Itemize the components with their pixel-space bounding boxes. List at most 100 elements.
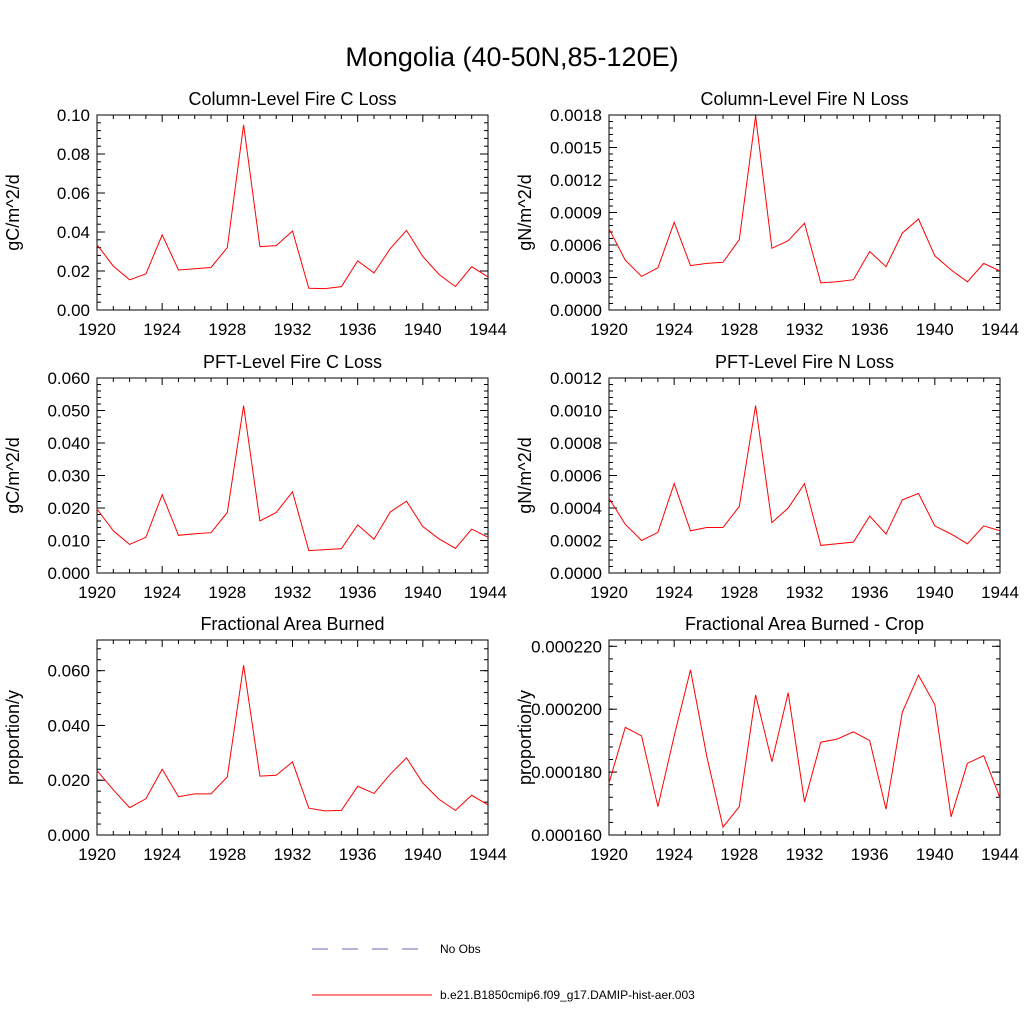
y-tick-label: 0.000220 xyxy=(531,637,602,656)
y-tick-label: 0.0009 xyxy=(550,204,602,223)
panel-5: 1920 1924 1928 1932 1936 1940 1944 0.000 0.020 0.… xyxy=(3,614,507,864)
x-tick-label: 1936 xyxy=(339,845,377,864)
panel-title: Column-Level Fire N Loss xyxy=(700,89,908,109)
y-tick-label: 0.040 xyxy=(47,716,90,735)
y-tick-label: 0.000180 xyxy=(531,763,602,782)
x-tick-label: 1924 xyxy=(143,320,181,339)
x-tick-label: 1940 xyxy=(916,845,954,864)
plot-frame xyxy=(608,639,1001,836)
x-tick-label: 1944 xyxy=(981,320,1019,339)
panel-title: Column-Level Fire C Loss xyxy=(188,89,396,109)
x-tick-label: 1944 xyxy=(981,845,1019,864)
x-tick-label: 1924 xyxy=(655,583,693,602)
x-tick-label: 1944 xyxy=(469,583,507,602)
plot-frame xyxy=(96,114,489,311)
y-tick-label: 0.000200 xyxy=(531,700,602,719)
x-tick-label: 1940 xyxy=(404,845,442,864)
x-tick-label: 1936 xyxy=(339,583,377,602)
x-tick-label: 1936 xyxy=(851,583,889,602)
plot-frame xyxy=(96,377,489,574)
series-line xyxy=(608,116,1001,284)
x-tick-label: 1928 xyxy=(720,583,758,602)
x-tick-label: 1932 xyxy=(786,845,824,864)
y-tick-label: 0.0003 xyxy=(550,269,602,288)
y-axis-label: proportion/y xyxy=(515,690,535,785)
y-axis-label: gC/m^2/d xyxy=(3,174,23,250)
y-tick-label: 0.0010 xyxy=(550,402,602,421)
x-tick-label: 1940 xyxy=(916,583,954,602)
legend-label-no-obs: No Obs xyxy=(440,942,481,956)
x-tick-label: 1932 xyxy=(274,320,312,339)
x-tick-label: 1920 xyxy=(590,845,628,864)
x-tick-label: 1940 xyxy=(404,583,442,602)
y-tick-label: 0.10 xyxy=(57,106,90,125)
y-tick-label: 0.000 xyxy=(47,564,90,583)
panel-title: PFT-Level Fire C Loss xyxy=(203,352,382,372)
plot-frame xyxy=(608,377,1001,574)
panel-2: 1920 1924 1928 1932 1936 1940 1944 0.0000 0.0003… xyxy=(515,89,1019,339)
x-tick-label: 1932 xyxy=(274,583,312,602)
y-tick-label: 0.06 xyxy=(57,184,90,203)
x-tick-label: 1928 xyxy=(208,845,246,864)
y-tick-label: 0.0000 xyxy=(550,301,602,320)
panel-title: Fractional Area Burned xyxy=(200,614,384,634)
series-line xyxy=(96,665,489,812)
y-tick-label: 0.0012 xyxy=(550,171,602,190)
y-axis-label: proportion/y xyxy=(3,690,23,785)
y-axis-label: gC/m^2/d xyxy=(3,437,23,513)
y-tick-label: 0.0018 xyxy=(550,106,602,125)
x-tick-label: 1924 xyxy=(655,845,693,864)
panel-4: 1920 1924 1928 1932 1936 1940 1944 0.0000 0.0002… xyxy=(515,352,1019,602)
y-tick-label: 0.0012 xyxy=(550,369,602,388)
x-tick-label: 1924 xyxy=(143,583,181,602)
x-tick-label: 1936 xyxy=(851,845,889,864)
x-tick-label: 1928 xyxy=(720,320,758,339)
x-tick-label: 1940 xyxy=(916,320,954,339)
x-tick-label: 1932 xyxy=(786,320,824,339)
y-tick-label: 0.000160 xyxy=(531,826,602,845)
x-tick-label: 1936 xyxy=(851,320,889,339)
y-tick-label: 0.0002 xyxy=(550,532,602,551)
y-tick-label: 0.0006 xyxy=(550,467,602,486)
y-tick-label: 0.00 xyxy=(57,301,90,320)
x-tick-label: 1920 xyxy=(78,583,116,602)
x-tick-label: 1940 xyxy=(404,320,442,339)
y-tick-label: 0.02 xyxy=(57,262,90,281)
x-tick-label: 1928 xyxy=(720,845,758,864)
series-line xyxy=(96,405,489,552)
y-tick-label: 0.050 xyxy=(47,402,90,421)
x-tick-label: 1944 xyxy=(469,845,507,864)
y-axis-label: gN/m^2/d xyxy=(515,437,535,513)
x-tick-label: 1944 xyxy=(469,320,507,339)
y-tick-label: 0.0015 xyxy=(550,139,602,158)
y-axis-label: gN/m^2/d xyxy=(515,174,535,250)
legend: No Obs b.e21.B1850cmip6.f09_g17.DAMIP-hi… xyxy=(312,942,695,1002)
x-tick-label: 1936 xyxy=(339,320,377,339)
y-tick-label: 0.04 xyxy=(57,223,90,242)
x-tick-label: 1932 xyxy=(786,583,824,602)
x-tick-label: 1928 xyxy=(208,320,246,339)
x-tick-label: 1920 xyxy=(78,845,116,864)
y-tick-label: 0.0000 xyxy=(550,564,602,583)
x-tick-label: 1920 xyxy=(590,583,628,602)
x-tick-label: 1920 xyxy=(78,320,116,339)
x-tick-label: 1932 xyxy=(274,845,312,864)
y-tick-label: 0.040 xyxy=(47,434,90,453)
y-tick-label: 0.030 xyxy=(47,467,90,486)
panel-title: PFT-Level Fire N Loss xyxy=(715,352,894,372)
panel-3: 1920 1924 1928 1932 1936 1940 1944 0.000 0.010 0.… xyxy=(3,352,507,602)
panels: 1920 1924 1928 1932 1936 1940 1944 0.00 0.02 0.04… xyxy=(3,89,1019,864)
series-line xyxy=(608,405,1001,546)
y-tick-label: 0.020 xyxy=(47,771,90,790)
series-line xyxy=(608,669,1001,829)
series-line xyxy=(96,124,489,290)
y-tick-label: 0.060 xyxy=(47,369,90,388)
y-tick-label: 0.0004 xyxy=(550,499,602,518)
panel-6: 1920 1924 1928 1932 1936 1940 1944 0.000160 0.00… xyxy=(515,614,1019,864)
y-tick-label: 0.000 xyxy=(47,826,90,845)
legend-label-model: b.e21.B1850cmip6.f09_g17.DAMIP-hist-aer.… xyxy=(440,988,695,1002)
panel-title: Fractional Area Burned - Crop xyxy=(685,614,924,634)
y-tick-label: 0.0008 xyxy=(550,434,602,453)
plot-frame xyxy=(96,639,489,836)
